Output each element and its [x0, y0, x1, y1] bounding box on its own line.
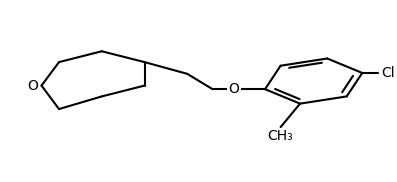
Text: O: O [27, 79, 39, 93]
Text: O: O [229, 82, 239, 96]
Text: CH₃: CH₃ [268, 129, 293, 143]
Text: Cl: Cl [381, 66, 395, 80]
